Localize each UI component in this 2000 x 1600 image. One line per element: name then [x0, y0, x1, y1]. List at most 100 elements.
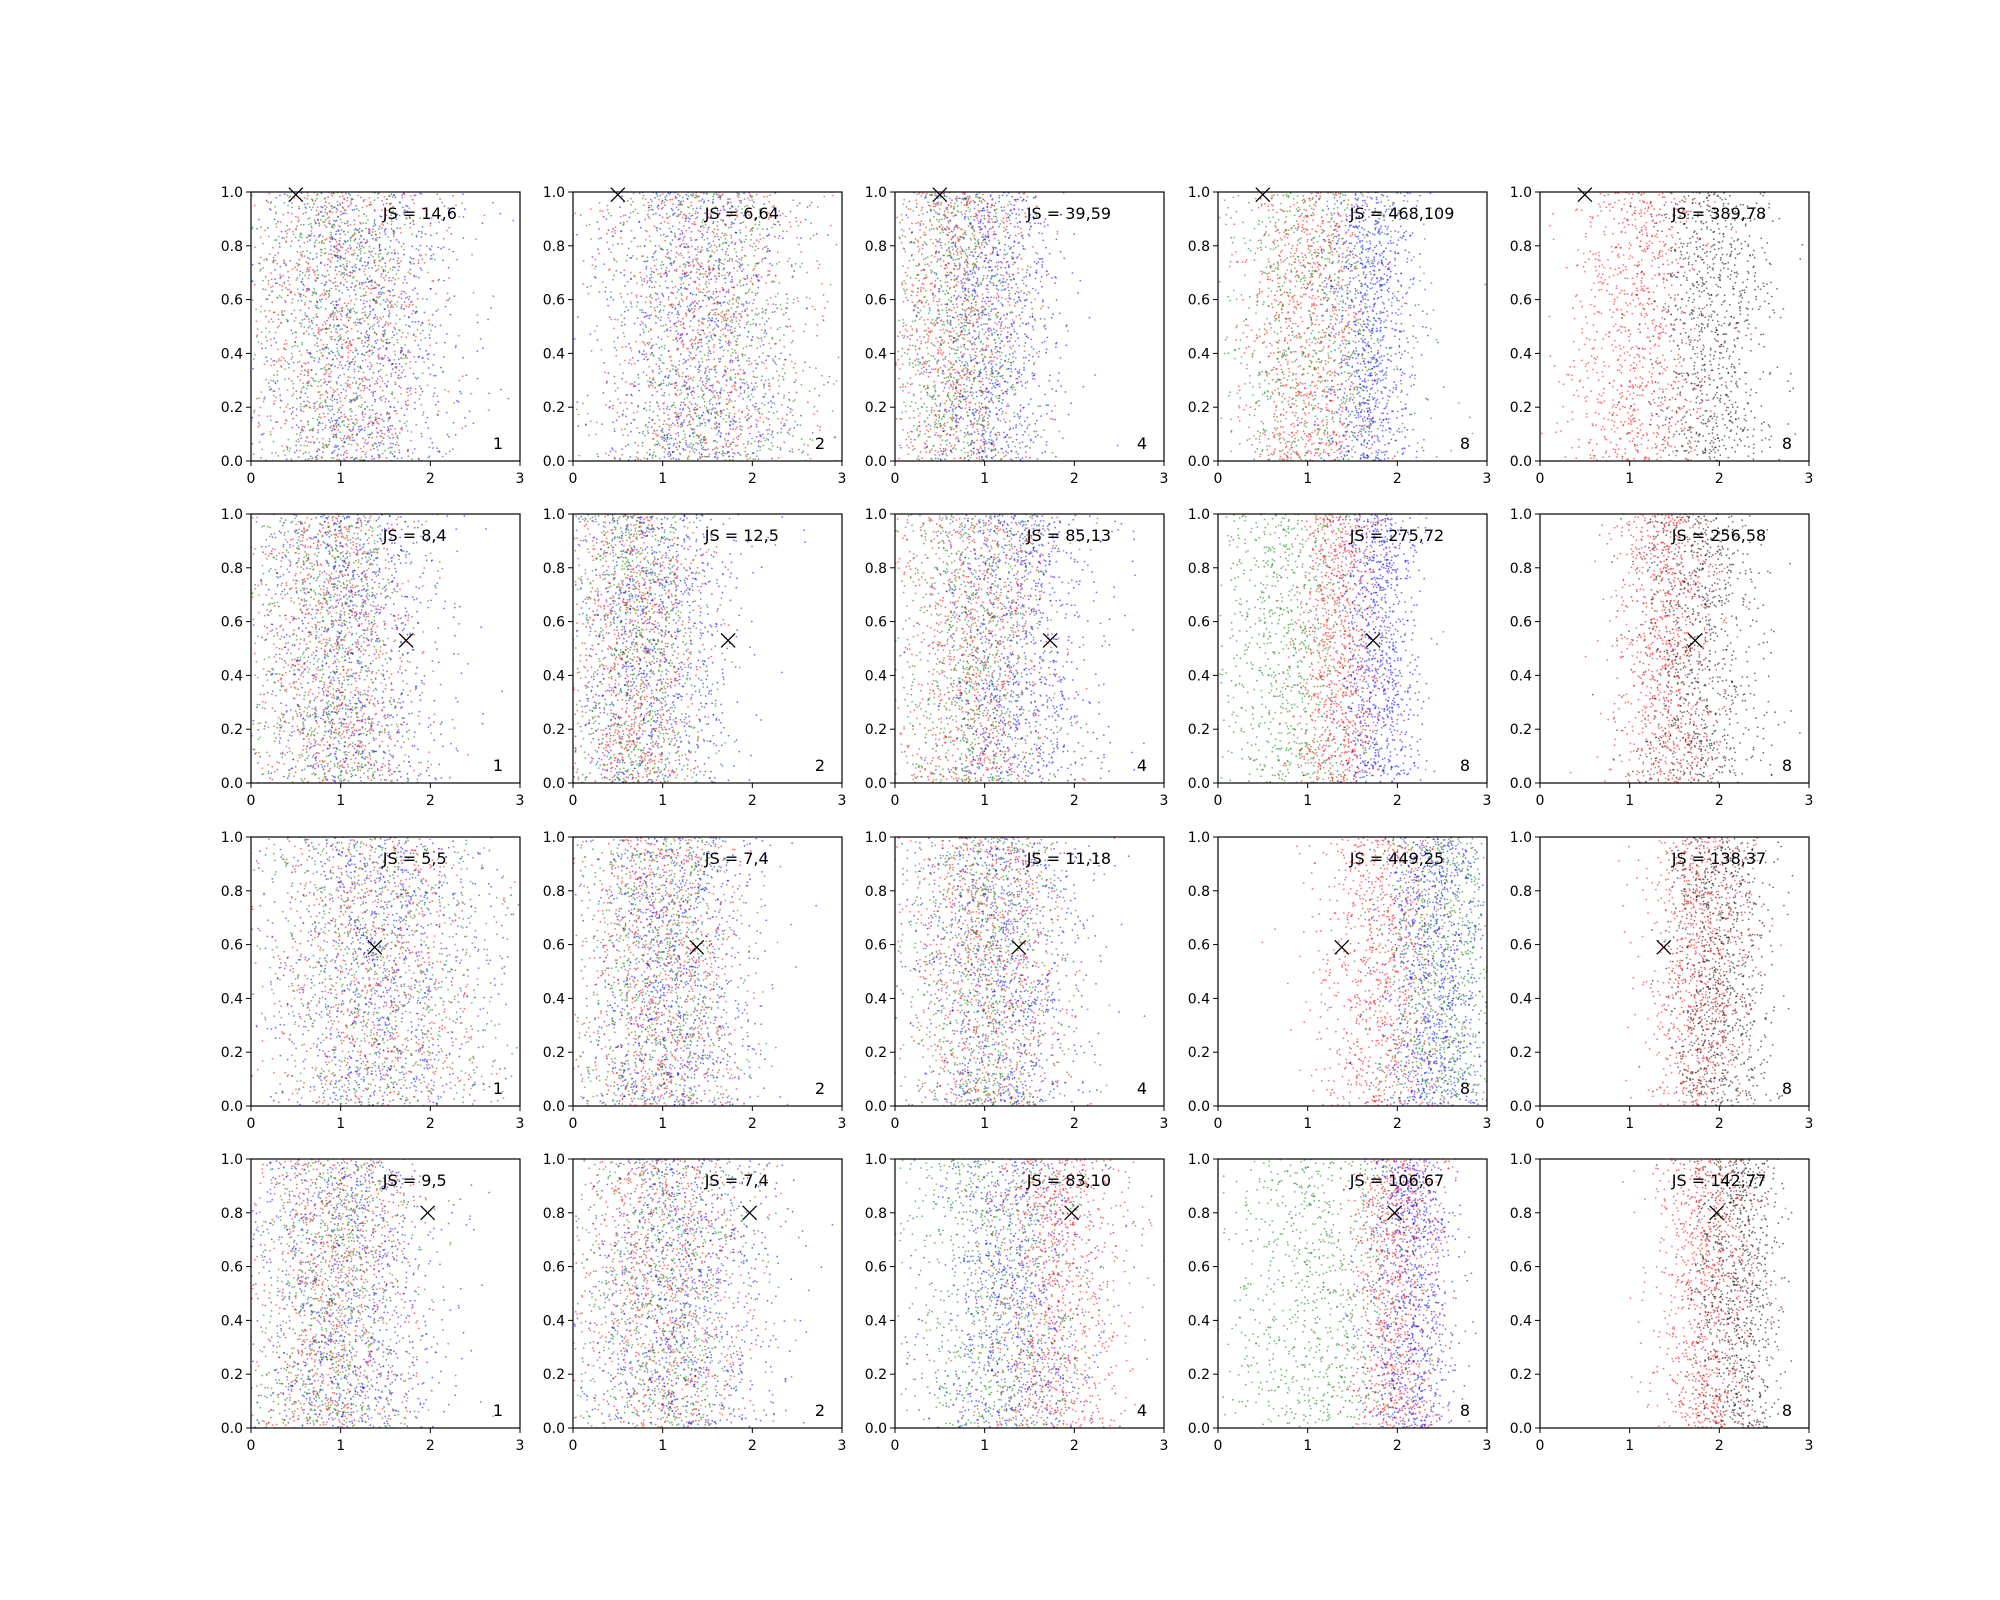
data-point	[282, 449, 285, 452]
data-point	[668, 374, 670, 377]
data-point	[768, 388, 771, 391]
data-point	[393, 359, 395, 361]
data-point	[715, 453, 718, 456]
data-point	[696, 276, 699, 279]
data-point	[658, 347, 661, 349]
data-point	[487, 318, 489, 321]
data-point	[446, 292, 449, 295]
data-point	[794, 262, 797, 265]
data-point	[385, 214, 388, 217]
data-point	[748, 288, 751, 291]
data-point	[332, 433, 335, 436]
data-point	[253, 204, 256, 207]
data-point	[346, 360, 349, 363]
data-point	[655, 363, 658, 365]
data-point	[683, 385, 686, 388]
data-point	[697, 396, 700, 398]
data-point	[302, 386, 305, 388]
data-point	[665, 440, 668, 442]
data-point	[755, 307, 758, 310]
data-point	[755, 402, 757, 405]
data-point	[696, 302, 699, 305]
data-point	[346, 199, 348, 202]
data-point	[358, 268, 361, 270]
data-point	[671, 306, 674, 309]
data-point	[270, 286, 272, 289]
data-point	[269, 431, 272, 433]
data-point	[303, 197, 306, 200]
data-point	[675, 446, 678, 448]
data-point	[670, 243, 672, 246]
data-point	[283, 262, 285, 265]
data-point	[272, 259, 275, 262]
data-point	[768, 273, 771, 276]
data-point	[739, 325, 741, 328]
data-point	[429, 224, 432, 227]
data-point	[678, 393, 681, 396]
data-point	[599, 209, 601, 212]
data-point	[736, 296, 739, 299]
data-point	[434, 387, 436, 389]
data-point	[346, 312, 349, 315]
data-point	[305, 290, 308, 292]
data-point	[653, 422, 656, 425]
data-point	[306, 202, 309, 205]
data-point	[768, 382, 771, 385]
data-point	[587, 292, 590, 295]
axes-frame	[250, 191, 521, 462]
data-point	[316, 218, 319, 221]
data-point	[323, 204, 326, 207]
data-point	[396, 338, 399, 341]
data-point	[429, 373, 432, 376]
data-point	[688, 421, 691, 423]
data-point	[758, 208, 761, 211]
data-point	[368, 267, 370, 269]
data-point	[337, 256, 339, 259]
data-point	[796, 204, 799, 207]
data-point	[397, 401, 399, 403]
data-point	[688, 455, 690, 458]
data-point	[671, 198, 674, 201]
data-point	[398, 265, 401, 268]
data-point	[427, 271, 430, 274]
data-point	[383, 292, 385, 294]
data-point	[358, 245, 361, 248]
data-point	[809, 237, 812, 240]
data-point	[368, 229, 371, 232]
data-point	[386, 426, 389, 428]
data-point	[605, 218, 608, 220]
data-point	[406, 404, 408, 407]
data-point	[725, 384, 728, 387]
data-point	[713, 232, 715, 234]
data-point	[400, 365, 403, 368]
data-point	[348, 311, 351, 313]
data-point	[688, 444, 691, 446]
data-point	[644, 344, 646, 346]
data-point	[684, 376, 687, 378]
data-point	[324, 323, 327, 325]
data-point	[622, 214, 625, 217]
data-point	[739, 264, 742, 266]
data-point	[630, 240, 633, 243]
data-point	[665, 255, 667, 258]
data-point	[291, 301, 293, 304]
data-point	[614, 226, 617, 229]
data-point	[727, 350, 729, 352]
data-point	[783, 363, 785, 366]
data-point	[597, 455, 600, 458]
data-point	[656, 440, 659, 443]
data-point	[689, 423, 692, 426]
data-point	[345, 331, 347, 334]
data-point	[398, 385, 400, 388]
data-point	[650, 208, 652, 211]
data-point	[255, 397, 258, 400]
data-point	[332, 435, 335, 438]
data-point	[449, 313, 452, 316]
data-point	[657, 273, 659, 276]
data-point	[317, 236, 320, 239]
data-point	[768, 201, 771, 203]
data-point	[421, 435, 423, 438]
data-point	[365, 291, 367, 293]
data-point	[415, 335, 417, 338]
data-point	[742, 268, 745, 271]
